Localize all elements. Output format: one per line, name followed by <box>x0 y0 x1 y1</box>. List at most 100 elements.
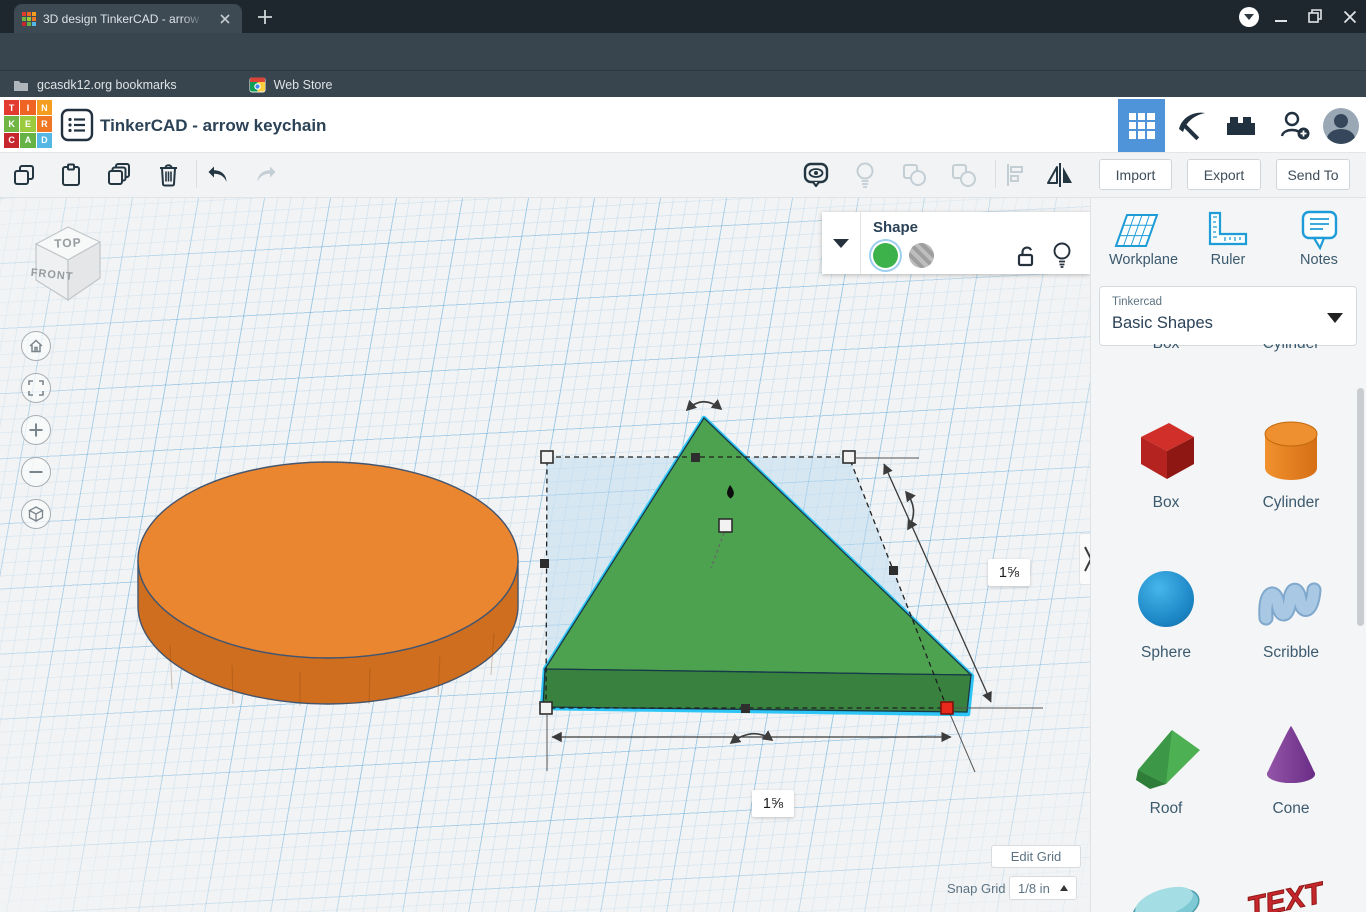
user-avatar[interactable] <box>1323 108 1359 144</box>
perspective-toggle-button[interactable] <box>21 499 51 529</box>
tab-title: 3D design TinkerCAD - arrow key <box>43 11 203 26</box>
notes-icon <box>1301 210 1338 251</box>
rotate-handle-right[interactable] <box>905 490 918 531</box>
height-cone-handle[interactable] <box>727 485 734 499</box>
paste-icon[interactable] <box>59 163 83 187</box>
browser-tab[interactable]: 3D design TinkerCAD - arrow key <box>14 4 242 33</box>
shape-library-select[interactable]: Tinkercad Basic Shapes <box>1099 286 1357 346</box>
bookmark-item-webstore[interactable]: Web Store <box>273 77 333 92</box>
new-tab-icon[interactable] <box>256 8 274 26</box>
view-home-button[interactable] <box>21 331 51 361</box>
copy-icon[interactable] <box>12 163 36 187</box>
ruler-label: Ruler <box>1210 252 1246 268</box>
snap-grid-value: 1/8 in <box>1018 880 1050 896</box>
inspector-title: Shape <box>873 219 919 236</box>
shape-tile-scribble[interactable] <box>1253 562 1329 638</box>
dimension-value-depth[interactable]: 1⅝ <box>988 559 1030 586</box>
shape-tile-cone[interactable] <box>1253 716 1329 792</box>
align-icon[interactable] <box>1003 162 1027 188</box>
box-shape-icon <box>1141 423 1194 479</box>
orange-disk-shape[interactable] <box>137 461 519 706</box>
tab-close-icon[interactable] <box>216 10 234 28</box>
window-close-icon[interactable] <box>1341 8 1359 26</box>
lightbulb-toolbar-icon[interactable] <box>852 160 878 190</box>
home-icon <box>29 339 43 353</box>
plus-icon <box>29 423 43 437</box>
minus-icon <box>29 471 43 473</box>
unlock-icon[interactable] <box>1016 244 1038 268</box>
duplicate-icon[interactable] <box>106 162 132 188</box>
clipped-shape-label-box-hole[interactable]: Box <box>1111 344 1221 354</box>
sphere-shape-icon <box>1138 571 1194 627</box>
rotate-handle-top[interactable] <box>685 399 723 412</box>
clipped-shape-label-cylinder-hole[interactable]: Cylinder <box>1236 344 1346 354</box>
view-cube-front-label[interactable]: FRONT <box>30 267 74 283</box>
rotate-handle-bottom[interactable] <box>729 730 774 744</box>
shape-tile-box[interactable] <box>1128 412 1204 488</box>
center-height-handle[interactable] <box>718 518 733 533</box>
library-category: Basic Shapes <box>1112 314 1213 332</box>
browser-profile-chip[interactable] <box>1239 7 1259 27</box>
window-minimize-icon[interactable] <box>1272 8 1290 26</box>
zoom-in-button[interactable] <box>21 415 51 445</box>
send-to-button[interactable]: Send To <box>1276 159 1350 190</box>
view-cube-top-label[interactable]: TOP <box>54 235 82 250</box>
zoom-out-button[interactable] <box>21 457 51 487</box>
import-button[interactable]: Import <box>1099 159 1172 190</box>
shape-tile-partial-teal[interactable] <box>1121 866 1211 912</box>
snap-grid-select[interactable]: 1/8 in <box>1009 876 1077 900</box>
fit-view-button[interactable] <box>21 373 51 403</box>
add-collaborator-icon[interactable] <box>1277 107 1315 145</box>
group-icon[interactable] <box>901 162 929 188</box>
ungroup-icon[interactable] <box>950 162 978 188</box>
dashboard-grid-button[interactable] <box>1118 99 1165 152</box>
bookmarks-folder-icon <box>14 80 28 91</box>
ruler-icon <box>1208 211 1248 246</box>
scribble-shape-icon <box>1258 582 1322 626</box>
brick-blocks-icon[interactable] <box>1223 108 1259 144</box>
sidebar-tool-notes[interactable]: Notes <box>1292 208 1346 268</box>
corner-scale-handles[interactable] <box>539 450 954 715</box>
window-restore-icon[interactable] <box>1306 7 1324 25</box>
sidebar-tool-ruler[interactable]: Ruler <box>1201 208 1255 268</box>
collapse-caret-icon <box>833 238 849 248</box>
shape-label-scribble: Scribble <box>1263 644 1319 661</box>
mirror-flip-icon[interactable] <box>1045 161 1075 189</box>
sidebar-tool-workplane[interactable]: Workplane <box>1109 208 1179 268</box>
shape-tile-roof[interactable] <box>1128 716 1204 792</box>
minecraft-pickaxe-icon[interactable] <box>1174 108 1210 144</box>
undo-icon[interactable] <box>206 163 230 187</box>
design-menu-icon[interactable] <box>60 108 94 142</box>
design-title[interactable]: TinkerCAD - arrow keychain <box>100 116 327 135</box>
svg-text:TEXT: TEXT <box>1244 876 1328 912</box>
annotation-visibility-icon[interactable] <box>802 161 830 189</box>
height-leader-line <box>710 532 725 569</box>
edge-scale-handles[interactable] <box>540 453 898 713</box>
scene-overlay <box>137 399 1043 773</box>
solid-color-swatch[interactable] <box>873 243 898 268</box>
shape-tile-partial-text[interactable]: TEXT <box>1241 870 1351 912</box>
fit-view-icon <box>28 380 44 396</box>
selected-green-prism[interactable] <box>539 415 975 717</box>
hole-swatch[interactable] <box>909 243 934 268</box>
shape-tile-sphere[interactable] <box>1128 562 1204 638</box>
workplane-label: Workplane <box>1109 252 1179 268</box>
inspector-body: Shape <box>861 212 1090 274</box>
view-cube[interactable]: TOP FRONT <box>26 216 112 310</box>
visibility-bulb-icon[interactable] <box>1051 241 1073 269</box>
dimension-value-width[interactable]: 1⅝ <box>752 790 794 817</box>
shape-label-sphere: Sphere <box>1141 644 1191 661</box>
bookmark-item-gcasdk12[interactable]: gcasdk12.org bookmarks <box>37 77 177 92</box>
shapes-sidebar: Workplane Ruler Notes Tinkercad Basic Sh… <box>1090 198 1366 912</box>
delete-trash-icon[interactable] <box>156 162 181 188</box>
redo-icon[interactable] <box>254 163 278 187</box>
edit-grid-button[interactable]: Edit Grid <box>991 845 1081 868</box>
dimension-line-depth[interactable] <box>883 463 992 703</box>
shape-tile-cylinder[interactable] <box>1253 412 1329 488</box>
sidebar-scrollbar[interactable] <box>1357 388 1364 626</box>
inspector-collapse-button[interactable] <box>822 212 861 274</box>
active-scale-handle[interactable] <box>940 701 954 715</box>
export-button[interactable]: Export <box>1187 159 1261 190</box>
